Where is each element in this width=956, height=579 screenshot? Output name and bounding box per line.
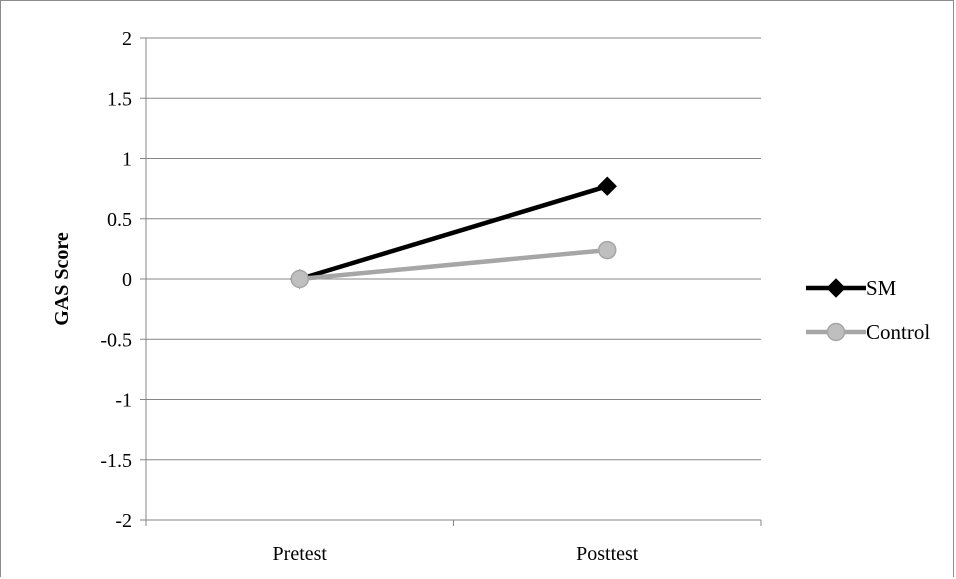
x-tick-label: Posttest bbox=[576, 543, 639, 565]
axes bbox=[140, 37, 762, 526]
y-tick-label: 0.5 bbox=[107, 209, 132, 231]
legend: SM Control bbox=[806, 276, 930, 344]
y-tick-label: -0.5 bbox=[100, 329, 132, 351]
data-point bbox=[598, 240, 617, 260]
legend-marker bbox=[826, 322, 846, 342]
series-control bbox=[290, 240, 617, 289]
y-tick-label: 1 bbox=[122, 149, 132, 171]
legend-label: SM bbox=[866, 276, 897, 300]
gridlines bbox=[146, 37, 761, 521]
x-tick-labels: Pretest Posttest bbox=[273, 543, 639, 565]
y-tick-label: 2 bbox=[122, 28, 132, 50]
y-tick-label: -2 bbox=[115, 510, 132, 532]
series-sm bbox=[290, 176, 617, 289]
legend-item-sm: SM bbox=[806, 276, 897, 300]
legend-label: Control bbox=[866, 320, 930, 344]
data-point bbox=[290, 269, 309, 289]
y-tick-label: 1.5 bbox=[107, 88, 132, 110]
x-tick-label: Pretest bbox=[273, 543, 328, 565]
y-tick-label: -1 bbox=[115, 390, 132, 412]
y-axis-label: GAS Score bbox=[51, 232, 73, 326]
series-line bbox=[299, 247, 608, 282]
series-line bbox=[299, 184, 608, 282]
series-lines bbox=[290, 176, 617, 289]
y-tick-label: -1.5 bbox=[100, 450, 132, 472]
y-tick-label: 0 bbox=[122, 269, 132, 291]
data-point bbox=[597, 176, 617, 196]
legend-marker bbox=[826, 278, 846, 298]
legend-item-control: Control bbox=[806, 320, 930, 344]
y-tick-labels: 2 1.5 1 0.5 0 -0.5 -1 -1.5 -2 bbox=[100, 28, 132, 532]
